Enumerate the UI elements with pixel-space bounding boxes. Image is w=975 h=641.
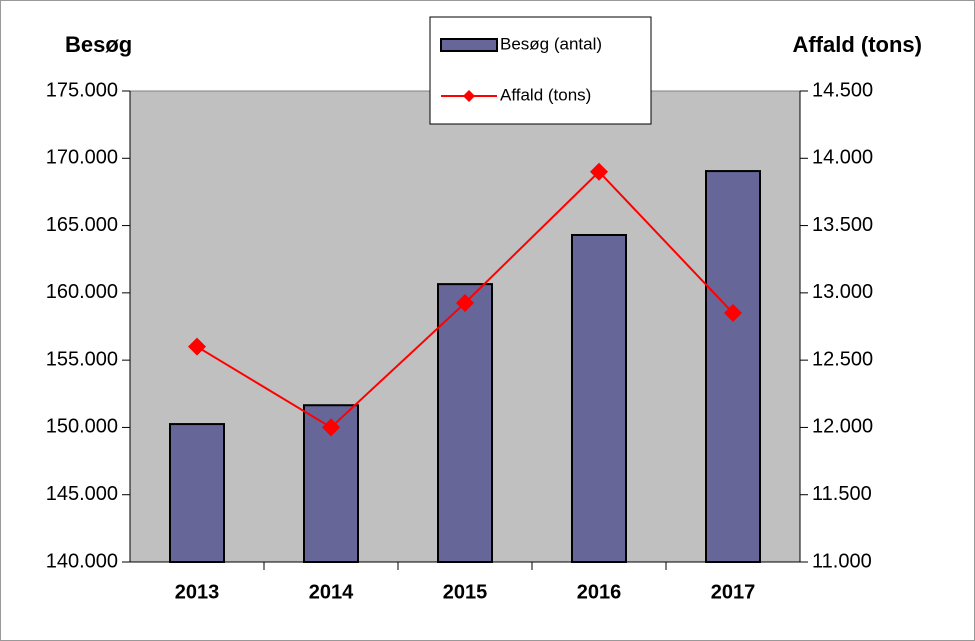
legend-swatch (440, 38, 498, 52)
bar (571, 233, 627, 563)
y2-tick-label: 14.000 (812, 147, 873, 169)
y2-tick-label: 12.000 (812, 416, 873, 438)
marker (590, 162, 608, 181)
y-tick-label: 145.000 (46, 483, 118, 505)
y-tick-label: 150.000 (46, 416, 118, 438)
x-tick-label: 2016 (577, 581, 622, 603)
y2-axis-title: Affald (tons) (792, 32, 922, 57)
marker (188, 337, 206, 356)
y2-tick-label: 14.500 (812, 79, 873, 101)
y-tick-label: 175.000 (46, 79, 118, 101)
y-tick-label: 160.000 (46, 281, 118, 303)
y-tick-label: 165.000 (46, 214, 118, 236)
y-tick-label: 140.000 (46, 550, 118, 572)
y-tick-label: 170.000 (46, 147, 118, 169)
legend-label: Affald (tons) (500, 85, 591, 104)
bar (437, 283, 493, 563)
bar (705, 170, 761, 563)
y2-tick-label: 12.500 (812, 348, 873, 370)
marker (724, 304, 742, 323)
legend-marker (463, 90, 475, 102)
y2-tick-label: 13.500 (812, 214, 873, 236)
marker (322, 418, 340, 437)
x-tick-label: 2015 (443, 581, 488, 603)
y2-tick-label: 13.000 (812, 281, 873, 303)
y2-tick-label: 11.000 (812, 550, 872, 572)
y-axis-title: Besøg (65, 32, 132, 57)
legend (429, 16, 652, 125)
marker (456, 293, 474, 312)
bar (169, 423, 225, 564)
y2-tick-label: 11.500 (812, 483, 872, 505)
legend-label: Besøg (antal) (500, 34, 602, 53)
x-tick-label: 2013 (175, 581, 220, 603)
x-tick-label: 2017 (711, 581, 756, 603)
x-tick-label: 2014 (309, 581, 354, 603)
y-tick-label: 155.000 (46, 348, 118, 370)
